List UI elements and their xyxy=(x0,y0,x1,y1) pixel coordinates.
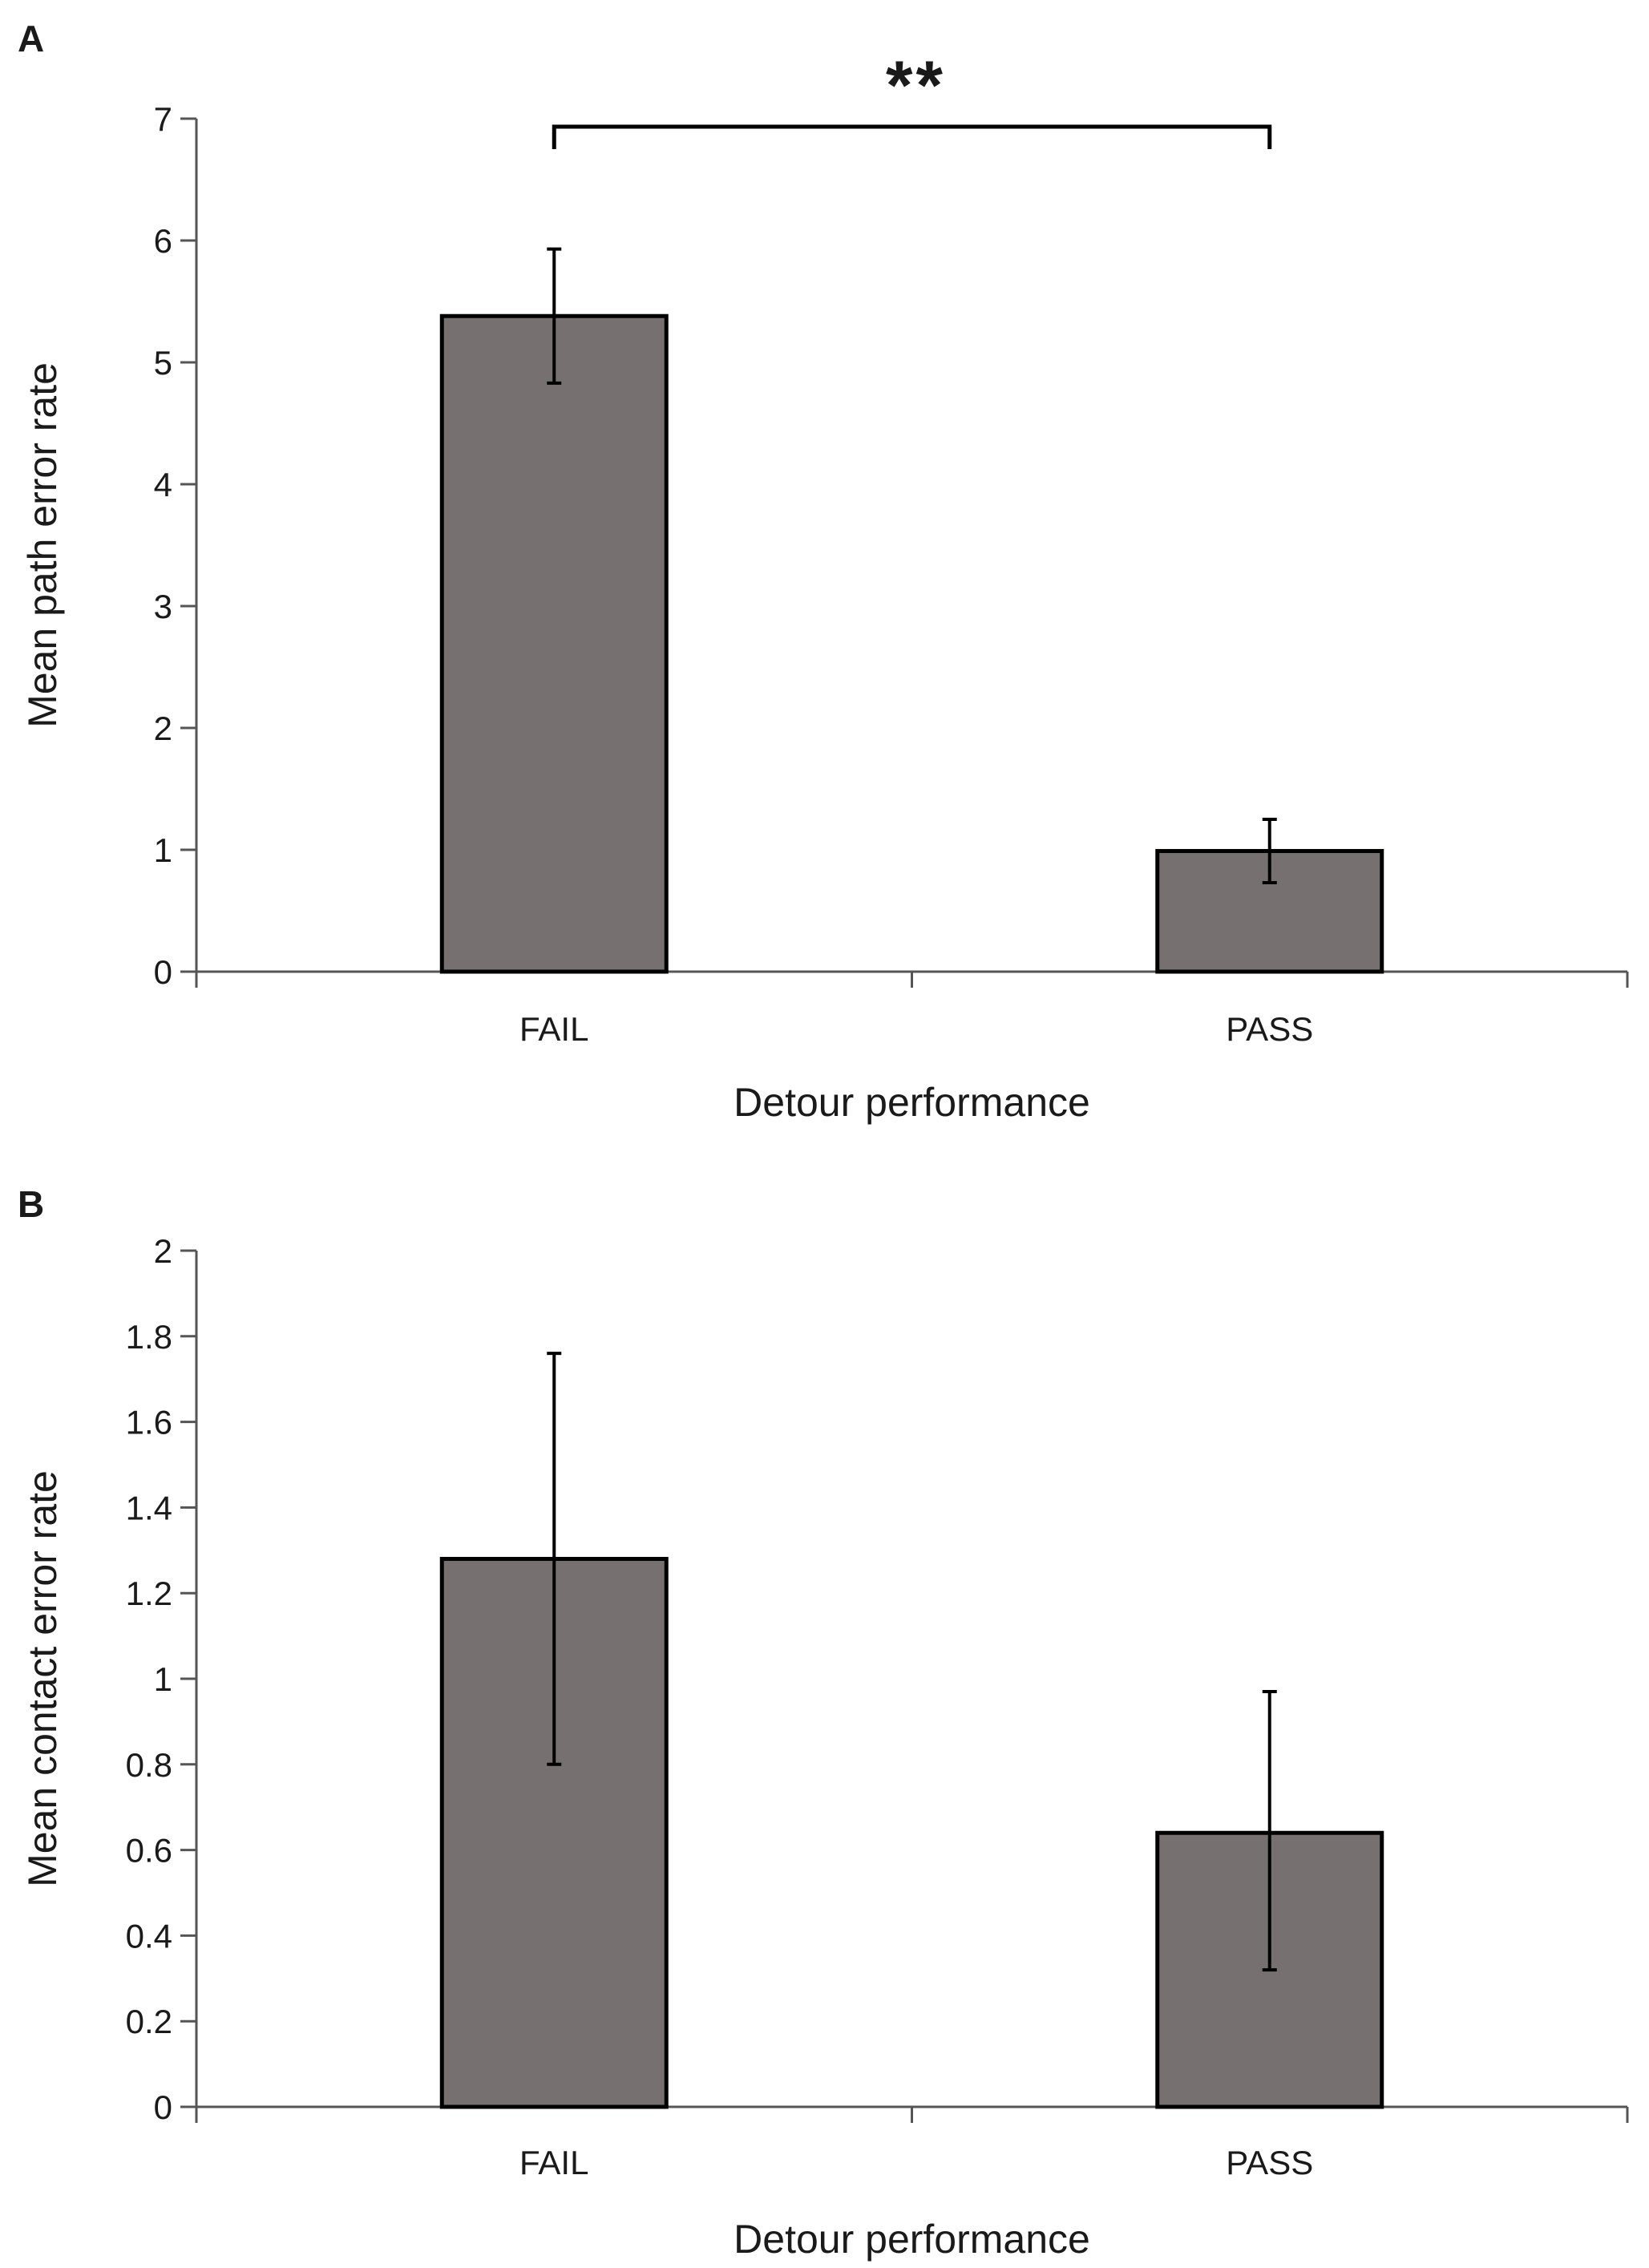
y-axis-title: Mean path error rate xyxy=(20,362,65,728)
significance-bracket xyxy=(552,124,1272,149)
panel-a: A 0 1 2 3 4 5 6 7 FAIL PASS Detour performance Mean … xyxy=(18,18,1629,1125)
y-tick-label: 2 xyxy=(154,710,172,747)
panel-letter: A xyxy=(18,18,44,59)
y-tick-label: 1.2 xyxy=(126,1575,172,1612)
y-tick-label: 3 xyxy=(154,588,172,625)
x-axis-title: Detour performance xyxy=(734,1080,1090,1125)
y-tick-label: 1 xyxy=(154,831,172,869)
panel-letter: B xyxy=(18,1183,44,1225)
y-tick-label: 2 xyxy=(154,1232,172,1270)
y-tick-label: 1 xyxy=(154,1660,172,1698)
y-tick-label: 0 xyxy=(154,2088,172,2126)
y-tick-label: 7 xyxy=(154,100,172,138)
y-tick-label: 1.4 xyxy=(126,1489,172,1526)
y-tick-label: 5 xyxy=(154,344,172,382)
x-category-label: PASS xyxy=(1226,1010,1313,1048)
x-category-label: FAIL xyxy=(519,1010,588,1048)
x-category-label: PASS xyxy=(1226,2144,1313,2181)
significance-label: ** xyxy=(886,47,946,124)
bar-pass xyxy=(1155,849,1384,974)
y-tick-label: 1.8 xyxy=(126,1318,172,1356)
y-tick-label: 0.2 xyxy=(126,2003,172,2040)
panel-b: B 0 0.2 0.4 0.6 0.8 1 1.2 1.4 1.6 1.8 2 FAIL PASS Deto… xyxy=(18,1183,1629,2262)
bar-fail xyxy=(439,313,669,974)
y-tick-label: 0.4 xyxy=(126,1917,172,1955)
y-tick-label: 1.6 xyxy=(126,1404,172,1441)
y-tick-label: 0.6 xyxy=(126,1832,172,1870)
y-tick-label: 0 xyxy=(154,953,172,991)
y-tick-label: 4 xyxy=(154,466,172,503)
x-axis-title: Detour performance xyxy=(734,2217,1090,2262)
y-tick-label: 6 xyxy=(154,222,172,260)
y-axis-title: Mean contact error rate xyxy=(20,1470,65,1887)
y-tick-label: 0.8 xyxy=(126,1746,172,1784)
x-category-label: FAIL xyxy=(519,2144,588,2181)
